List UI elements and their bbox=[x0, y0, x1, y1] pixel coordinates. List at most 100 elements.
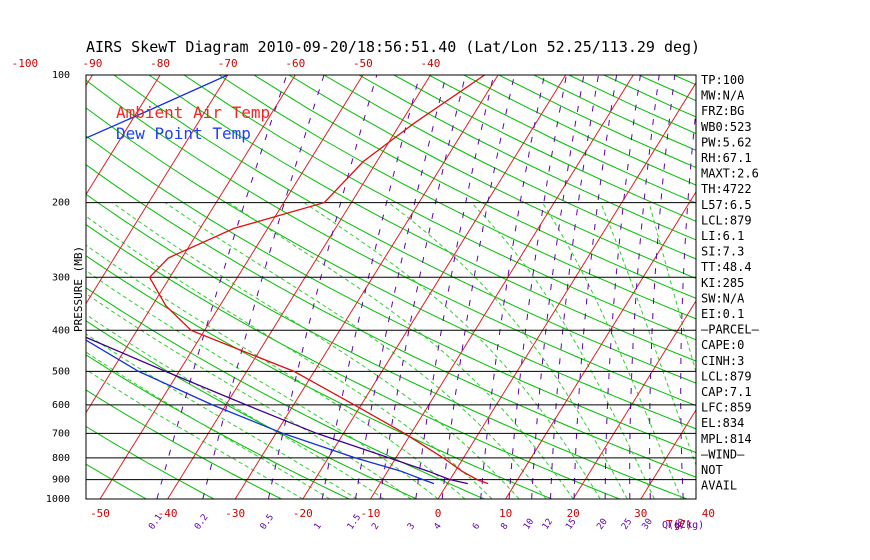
mixing-ratio-label: 10 bbox=[522, 517, 536, 532]
mixing-ratio-label: 0.5 bbox=[259, 513, 277, 532]
mixing-ratio-line bbox=[379, 75, 466, 499]
mixing-ratio-label: 6 bbox=[471, 522, 482, 532]
stat-item: CAPE:0 bbox=[701, 338, 744, 352]
mixing-ratio-label: 3 bbox=[406, 522, 417, 532]
dry-adiabat bbox=[86, 224, 620, 499]
bottom-temperature-tick: -50 bbox=[90, 507, 110, 520]
mixing-ratio-line bbox=[508, 75, 567, 499]
mixing-ratio-line bbox=[202, 75, 325, 499]
moist-adiabat bbox=[164, 202, 547, 499]
plot-frame bbox=[85, 74, 697, 500]
dry-adiabat bbox=[86, 107, 696, 430]
mixing-ratio-line bbox=[573, 75, 618, 499]
mixing-ratio-line bbox=[629, 75, 660, 499]
legend-dew-point-temp: Dew Point Temp bbox=[116, 124, 251, 143]
stat-item: TT:48.4 bbox=[701, 260, 752, 274]
stat-item: TH:4722 bbox=[701, 182, 752, 196]
dry-adiabat bbox=[218, 75, 696, 320]
pressure-tick-label: 800 bbox=[52, 453, 70, 464]
dry-adiabat bbox=[638, 75, 696, 102]
top-temperature-tick: -70 bbox=[218, 57, 238, 70]
ambient-air-temp-line bbox=[148, 75, 489, 485]
mixing-ratio-line bbox=[531, 75, 585, 499]
mixing-ratio-line bbox=[680, 105, 696, 499]
bottom-temperature-tick: 20 bbox=[567, 507, 580, 520]
legend-ambient-air-temp: Ambient Air Temp bbox=[116, 103, 270, 122]
isotherm bbox=[437, 81, 696, 499]
dry-adiabat bbox=[86, 79, 696, 407]
stat-item: LCL:879 bbox=[701, 369, 752, 383]
dry-adiabat bbox=[393, 75, 696, 222]
bottom-temperature-tick: -30 bbox=[225, 507, 245, 520]
stat-item: NOT bbox=[701, 463, 723, 477]
moist-adiabat bbox=[471, 202, 655, 499]
pressure-tick-label: 700 bbox=[52, 428, 70, 439]
moist-adiabat bbox=[86, 368, 304, 499]
parcel-line bbox=[86, 336, 468, 485]
stat-item: —WIND— bbox=[701, 447, 745, 461]
mixing-ratio-line bbox=[267, 75, 378, 499]
bottom-temperature-tick: 30 bbox=[634, 507, 647, 520]
dry-adiabat bbox=[86, 287, 485, 499]
mixing-ratio-line bbox=[415, 75, 495, 499]
mixing-ratio-label: 12 bbox=[541, 517, 555, 532]
stat-item: CINH:3 bbox=[701, 354, 744, 368]
bottom-temperature-tick: 0 bbox=[435, 507, 442, 520]
mixing-ratio-label: 8 bbox=[499, 522, 510, 532]
stat-item: SI:7.3 bbox=[701, 245, 744, 259]
mixing-ratio-line bbox=[550, 75, 599, 499]
stat-item: LI:6.1 bbox=[701, 229, 744, 243]
dry-adiabat bbox=[86, 389, 282, 499]
moist-adiabat bbox=[86, 244, 466, 499]
pressure-tick-label: 300 bbox=[52, 272, 70, 283]
dry-adiabat bbox=[113, 75, 696, 384]
dry-adiabat bbox=[86, 425, 215, 499]
isotherm bbox=[572, 299, 696, 499]
bottom-temperature-tick: -40 bbox=[158, 507, 178, 520]
pressure-tick-label: 200 bbox=[52, 198, 70, 209]
chart-title: AIRS SkewT Diagram 2010-09-20/18:56:51.4… bbox=[86, 38, 700, 56]
stat-item: SW:N/A bbox=[701, 291, 745, 305]
stat-item: CAP:7.1 bbox=[701, 385, 752, 399]
top-temperature-tick: -100 bbox=[12, 57, 39, 70]
dry-adiabat bbox=[86, 193, 688, 499]
mixing-ratio-line bbox=[480, 75, 545, 499]
dry-adiabat bbox=[288, 75, 696, 279]
stat-item: EI:0.1 bbox=[701, 307, 744, 321]
bottom-temperature-tick: -20 bbox=[293, 507, 313, 520]
isotherm bbox=[86, 75, 161, 196]
isotherm bbox=[86, 75, 296, 414]
mixing-ratio-label: 4 bbox=[432, 522, 443, 532]
mixing-ratio-label: 2 bbox=[370, 522, 381, 532]
dry-adiabat bbox=[253, 75, 696, 299]
mixing-ratio-unit: Q(g/kg) bbox=[662, 520, 704, 531]
stat-item: L57:6.5 bbox=[701, 198, 752, 212]
stat-item: TP:100 bbox=[701, 73, 744, 87]
pressure-tick-label: 1000 bbox=[46, 494, 70, 505]
mixing-ratio-line bbox=[355, 75, 447, 499]
background-grid bbox=[86, 75, 696, 499]
pressure-tick-label: 500 bbox=[52, 366, 70, 377]
dry-adiabat bbox=[183, 75, 696, 341]
top-temperature-tick: -40 bbox=[421, 57, 441, 70]
bottom-temperature-tick: -10 bbox=[360, 507, 380, 520]
mixing-ratio-label: 0.2 bbox=[193, 513, 211, 532]
stat-item: PW:5.62 bbox=[701, 135, 752, 149]
pressure-tick-label: 100 bbox=[52, 70, 70, 81]
stat-item: WB0:523 bbox=[701, 120, 752, 134]
pressure-tick-label: 400 bbox=[52, 325, 70, 336]
top-temperature-tick: -50 bbox=[353, 57, 373, 70]
isotherm bbox=[234, 75, 499, 499]
mixing-ratio-label: 25 bbox=[620, 517, 634, 532]
top-temperature-tick: -90 bbox=[83, 57, 103, 70]
mixing-ratio-label: 1 bbox=[312, 522, 323, 532]
dew-point-temp-line bbox=[86, 75, 435, 485]
y-axis-label: PRESSURE (MB) bbox=[72, 246, 85, 332]
mixing-ratio-line bbox=[649, 75, 676, 499]
mixing-ratio-line bbox=[156, 75, 288, 499]
stat-item: LFC:859 bbox=[701, 401, 752, 415]
mixing-ratio-line bbox=[441, 75, 515, 499]
bottom-temperature-tick: 40 bbox=[702, 507, 715, 520]
dry-adiabat bbox=[86, 463, 147, 499]
